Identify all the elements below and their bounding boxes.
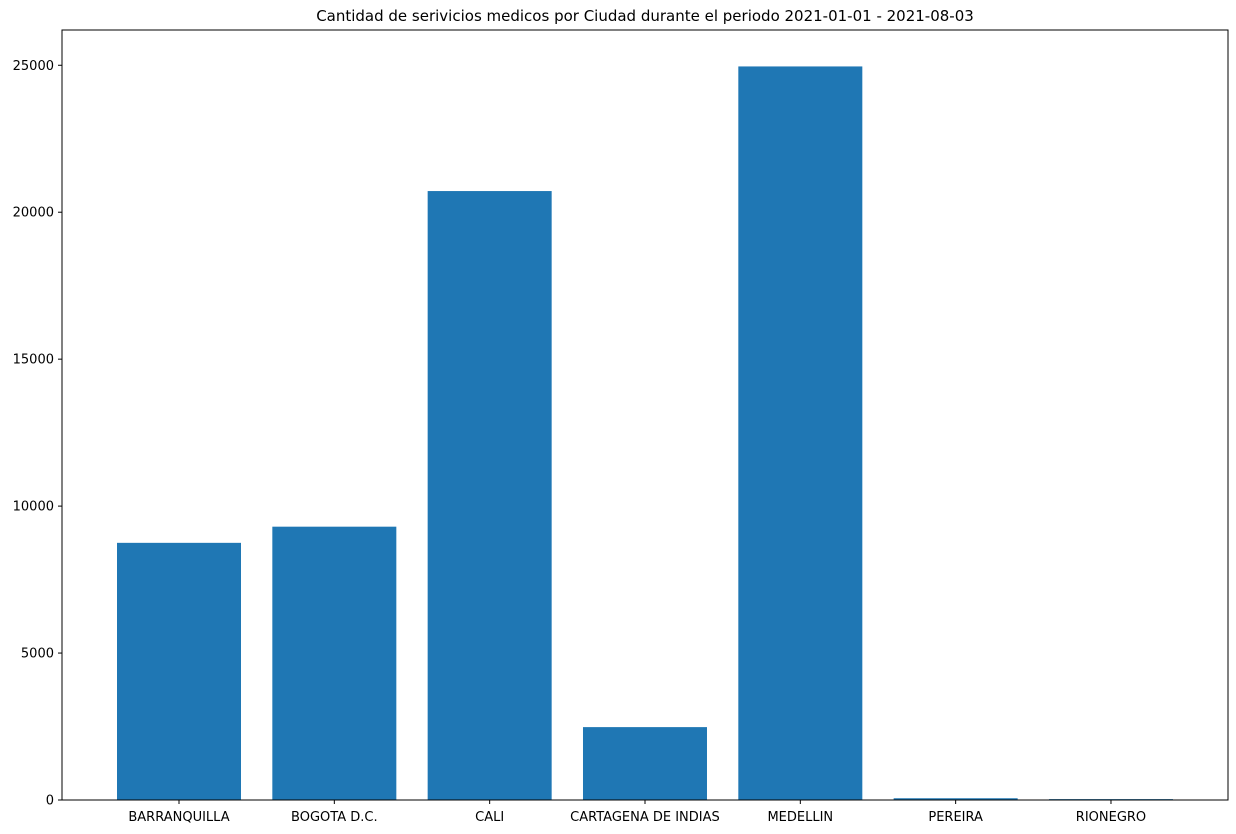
bar-pereira	[893, 798, 1018, 800]
x-tick-label: BOGOTA D.C.	[291, 810, 378, 825]
x-tick-label: CALI	[475, 810, 504, 825]
plot-frame	[61, 29, 1229, 801]
y-tick-label: 10000	[13, 500, 54, 515]
x-tick-label: RIONEGRO	[1076, 810, 1146, 825]
x-tick-label: MEDELLIN	[767, 810, 833, 825]
y-tick-label: 15000	[13, 353, 54, 368]
y-tick-label: 5000	[21, 647, 54, 662]
x-axis: BARRANQUILLA BOGOTA D.C. CALI CARTAGENA DE …	[128, 800, 1146, 825]
chart-title: Cantidad de serivicios medicos por Ciuda…	[316, 7, 974, 25]
y-tick-label: 25000	[13, 59, 54, 74]
bar-bogota-d-c	[272, 526, 397, 800]
bars-layer	[117, 66, 1173, 801]
y-axis: 0 5000 10000 15000 20000 25000	[13, 59, 62, 809]
y-tick-label: 0	[46, 794, 54, 809]
y-tick-label: 20000	[13, 206, 54, 221]
x-tick-label: CARTAGENA DE INDIAS	[570, 810, 720, 825]
bar-cali	[427, 191, 552, 801]
x-tick-label: PEREIRA	[928, 810, 983, 825]
bar-barranquilla	[117, 542, 241, 800]
x-tick-label: BARRANQUILLA	[128, 810, 229, 825]
bar-cartagena-de-indias	[582, 727, 707, 800]
bar-medellin	[738, 66, 863, 800]
